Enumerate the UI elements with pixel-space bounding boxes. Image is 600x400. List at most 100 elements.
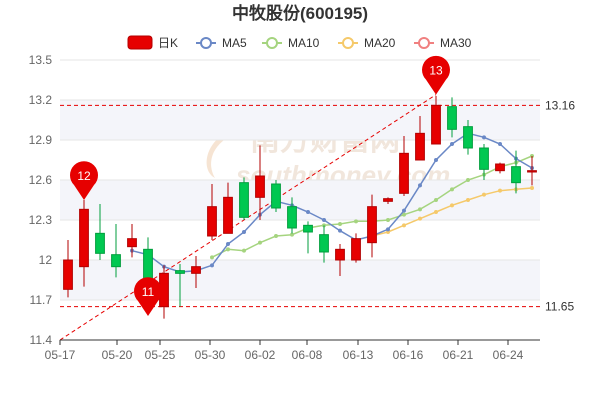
marker-pin	[70, 161, 98, 200]
x-tick-label: 06-21	[443, 348, 474, 362]
legend-item-2[interactable]: MA10	[262, 36, 320, 50]
x-tick-label: 06-02	[245, 348, 276, 362]
x-tick-label: 05-20	[102, 348, 133, 362]
reference-lines: 13.16 11.65	[60, 98, 575, 314]
candle	[287, 197, 297, 234]
y-tick-label: 12	[39, 253, 53, 267]
ma10-point	[290, 232, 294, 237]
marker-pin	[134, 277, 162, 316]
candle	[271, 180, 281, 212]
ma5-point	[498, 142, 502, 146]
ma5-point	[402, 208, 406, 213]
x-tick-label: 06-24	[493, 348, 524, 362]
candle-body	[223, 196, 233, 234]
candle-body	[191, 266, 201, 274]
legend-item-0[interactable]: 日K	[127, 35, 178, 50]
ma10-point	[402, 212, 406, 217]
y-tick-label: 12.3	[29, 213, 53, 227]
candle	[527, 156, 537, 186]
band	[60, 100, 540, 140]
candle	[111, 224, 121, 278]
candle	[479, 144, 489, 180]
marker-label: 13	[429, 64, 443, 78]
legend-item-3[interactable]: MA20	[338, 36, 396, 50]
candle	[239, 177, 249, 220]
ma10-point	[338, 222, 342, 226]
marker-label: 11	[142, 285, 155, 299]
y-tick-label: 12.9	[29, 133, 53, 147]
ma5-point	[418, 183, 422, 188]
ma10-point	[450, 187, 454, 192]
ma10-point	[386, 218, 390, 222]
candle	[303, 221, 313, 254]
ma10-point	[466, 178, 470, 182]
candle-body	[63, 259, 73, 290]
legend-item-1[interactable]: MA5	[196, 36, 247, 50]
candle-body	[447, 106, 457, 130]
candle-body	[527, 170, 537, 173]
legend: 日K MA5 MA10 MA20 MA30	[127, 35, 472, 50]
legend-item-4[interactable]: MA30	[414, 36, 472, 50]
legend-label: MA30	[440, 36, 472, 50]
ma20-point	[434, 210, 438, 214]
legend-label: MA5	[222, 36, 247, 50]
candle	[223, 182, 233, 234]
legend-swatch-dot	[418, 37, 430, 49]
ma5-point	[226, 242, 230, 246]
ma20-point	[498, 188, 502, 193]
candle-body	[319, 234, 329, 253]
candle	[511, 150, 521, 194]
candle	[415, 116, 425, 161]
ma20-point	[466, 198, 470, 202]
candle-body	[367, 206, 377, 244]
x-tick-label: 05-17	[45, 348, 76, 362]
y-tick-label: 11.7	[30, 293, 53, 307]
ma5-point	[242, 230, 246, 234]
ma10-point	[354, 219, 358, 224]
candle-body	[79, 208, 89, 268]
y-tick-label: 11.4	[30, 333, 53, 347]
candle	[127, 224, 137, 258]
marker-label: 12	[77, 169, 91, 183]
candle-body	[383, 198, 393, 202]
legend-swatch-dot	[342, 37, 354, 49]
candle-body	[431, 104, 441, 145]
candle	[367, 194, 377, 258]
candle	[63, 240, 73, 298]
legend-label: MA10	[288, 36, 320, 50]
candle-body	[511, 166, 521, 184]
candle	[351, 233, 361, 263]
ref-line-label: 13.16	[545, 98, 575, 112]
ma5-point	[434, 158, 438, 162]
candle-body	[287, 206, 297, 229]
candle	[79, 200, 89, 287]
candle-body	[111, 254, 121, 268]
ma20-point	[450, 203, 454, 208]
markers: 12 11 13	[70, 55, 451, 316]
x-tick-label: 05-25	[145, 348, 176, 362]
ma10-point	[210, 255, 214, 260]
x-tick-label: 06-16	[393, 348, 424, 362]
marker-13: 13	[422, 55, 451, 95]
ma10-point	[258, 240, 262, 245]
candle	[431, 96, 441, 145]
y-tick-label: 12.6	[29, 173, 53, 187]
ma10-point	[434, 198, 438, 202]
ma10-point	[242, 248, 246, 253]
axes: 13.5 13.2 12.9 12.6 12.3 12 11.7 11.405-17 05-20…	[29, 53, 540, 362]
y-tick-label: 13.5	[29, 53, 53, 67]
candle	[191, 256, 201, 288]
legend-swatch-dot	[200, 37, 212, 49]
candle	[447, 97, 457, 138]
candle-body	[495, 163, 505, 172]
candle-body	[479, 147, 489, 170]
ma20-point	[530, 186, 534, 190]
x-tick-label: 06-08	[292, 348, 323, 362]
candle-body	[335, 248, 345, 261]
candle-body	[95, 232, 105, 254]
candle	[335, 244, 345, 276]
candle	[255, 145, 265, 220]
ma5-point	[210, 263, 214, 268]
